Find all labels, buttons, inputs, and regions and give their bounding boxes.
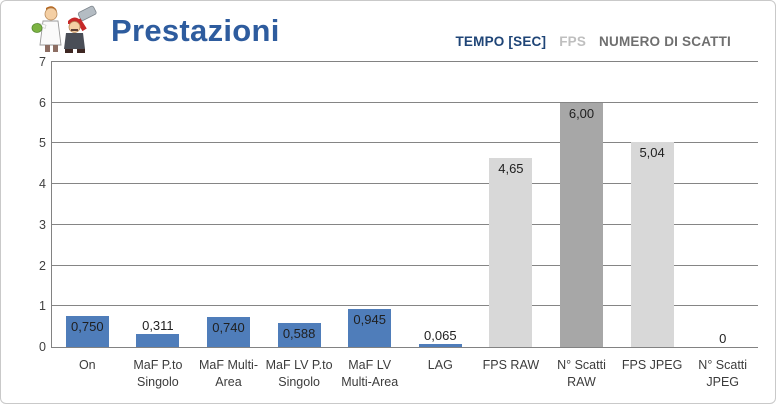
y-axis-tick-label: 2: [39, 258, 46, 273]
bar-tempo: [277, 323, 321, 347]
y-axis-tick-label: 6: [39, 95, 46, 110]
plot-area: 0 1 2 3 4 5 6 7 0,750 On 0,311 MaF P.to Singolo 0,74…: [39, 55, 758, 389]
y-axis-tick-label: 4: [39, 177, 46, 192]
y-axis-tick-label: 5: [39, 136, 46, 151]
bar-fps: [489, 157, 533, 347]
bar-value-label: 0,740: [212, 319, 245, 335]
legend-item-tempo[interactable]: TEMPO [SEC]: [455, 34, 547, 49]
gridline: [52, 223, 758, 225]
bar-tempo: [207, 316, 250, 347]
legend-item-fps[interactable]: FPS: [559, 34, 587, 49]
chart-legend: TEMPO [SEC] FPS NUMERO DI SCATTI: [455, 34, 731, 49]
y-axis-tick-label: 1: [39, 299, 46, 314]
y-axis-tick-label: 0: [39, 340, 46, 354]
bar-value-label: 0,750: [71, 319, 104, 335]
bar-fps: [630, 141, 674, 347]
x-axis-category-label: LAG: [427, 358, 453, 372]
bar-tempo: [65, 316, 109, 347]
x-axis-category-label: FPS RAW: [482, 358, 540, 372]
y-axis-tick-label: 7: [39, 55, 46, 69]
x-axis-category-label: MaF Multi- Area: [198, 358, 258, 389]
bar-value-label: 0,065: [424, 328, 457, 344]
y-axis-tick-label: 3: [39, 217, 46, 232]
bar-value-label: 0,588: [282, 326, 316, 342]
bar-tempo: [348, 308, 392, 347]
x-axis-category-label: FPS JPEG: [621, 358, 683, 372]
mascot-logo-icon: [27, 4, 101, 57]
x-axis-category-label: On: [78, 358, 96, 372]
bar-tempo: [136, 334, 180, 347]
x-axis-category-label: MaF LV Multi-Area: [341, 358, 399, 389]
gridline: [52, 101, 758, 103]
bar-value-label: 0,311: [142, 318, 174, 334]
x-axis-category-label: N° Scatti JPEG: [698, 358, 748, 389]
gridline: [52, 264, 758, 266]
legend-item-scatti[interactable]: NUMERO DI SCATTI: [599, 34, 731, 49]
bar-scatti: [560, 102, 603, 347]
bar-value-label: 5,04: [639, 144, 665, 160]
bar-tempo: [418, 344, 462, 347]
bar-value-label: 0,945: [353, 311, 386, 327]
bar-value-label: 4,65: [498, 160, 524, 176]
chart-title: Prestazioni: [111, 13, 280, 48]
bar-value-label: 0: [719, 331, 727, 346]
gridline: [52, 305, 758, 307]
x-axis-category-label: MaF LV P.to Singolo: [265, 358, 333, 389]
x-axis-category-label: N° Scatti RAW: [557, 358, 606, 389]
gridline: [52, 142, 758, 144]
bar-value-label: 6,00: [568, 105, 595, 121]
gridline: [52, 183, 758, 185]
x-axis-category-label: MaF P.to Singolo: [133, 358, 183, 389]
